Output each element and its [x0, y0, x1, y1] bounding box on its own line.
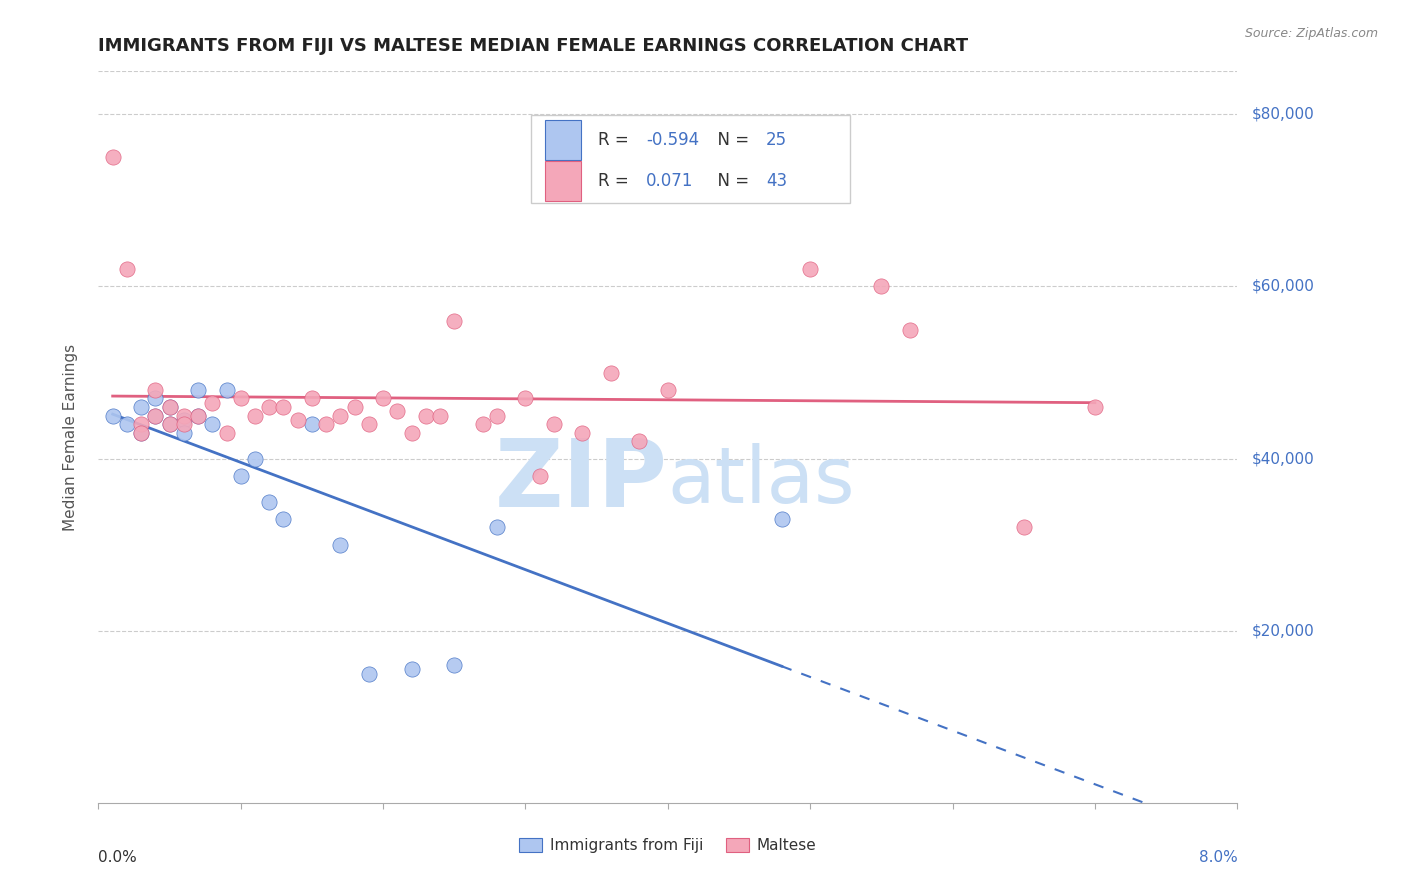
- Point: [129, 400, 152, 414]
- Point: [443, 314, 465, 328]
- Point: [315, 417, 337, 432]
- Point: [770, 512, 793, 526]
- Point: [799, 262, 821, 277]
- Text: ZIP: ZIP: [495, 435, 668, 527]
- Point: [600, 366, 623, 380]
- Point: [173, 425, 195, 440]
- Point: [101, 409, 124, 423]
- Point: [515, 392, 537, 406]
- Text: $40,000: $40,000: [1251, 451, 1315, 467]
- Point: [1012, 520, 1035, 534]
- Text: 25: 25: [766, 131, 787, 149]
- Point: [229, 468, 252, 483]
- Text: 0.071: 0.071: [647, 172, 693, 190]
- Point: [357, 666, 380, 681]
- Point: [357, 417, 380, 432]
- Point: [215, 425, 238, 440]
- Point: [145, 392, 167, 406]
- Text: R =: R =: [599, 172, 640, 190]
- Bar: [546, 161, 581, 202]
- Text: $20,000: $20,000: [1251, 624, 1315, 638]
- Point: [571, 425, 593, 440]
- Point: [187, 409, 209, 423]
- Point: [429, 409, 451, 423]
- Point: [371, 392, 394, 406]
- Point: [329, 409, 352, 423]
- Point: [145, 409, 167, 423]
- Point: [471, 417, 494, 432]
- Point: [343, 400, 366, 414]
- Text: 43: 43: [766, 172, 787, 190]
- Point: [173, 413, 195, 427]
- Text: N =: N =: [707, 172, 754, 190]
- Point: [301, 417, 323, 432]
- Text: 8.0%: 8.0%: [1198, 850, 1237, 865]
- Text: IMMIGRANTS FROM FIJI VS MALTESE MEDIAN FEMALE EARNINGS CORRELATION CHART: IMMIGRANTS FROM FIJI VS MALTESE MEDIAN F…: [98, 37, 969, 54]
- Point: [870, 279, 893, 293]
- Point: [101, 150, 124, 164]
- Point: [259, 400, 281, 414]
- Point: [229, 392, 252, 406]
- Text: -0.594: -0.594: [647, 131, 699, 149]
- Point: [415, 409, 437, 423]
- Text: Source: ZipAtlas.com: Source: ZipAtlas.com: [1244, 27, 1378, 40]
- Point: [201, 395, 224, 409]
- Text: R =: R =: [599, 131, 634, 149]
- Point: [201, 417, 224, 432]
- Text: N =: N =: [707, 131, 754, 149]
- Point: [387, 404, 409, 418]
- Point: [486, 409, 509, 423]
- Point: [1084, 400, 1107, 414]
- Point: [173, 417, 195, 432]
- Point: [273, 400, 295, 414]
- Point: [187, 383, 209, 397]
- Point: [115, 417, 138, 432]
- Point: [145, 383, 167, 397]
- FancyBboxPatch shape: [531, 115, 851, 203]
- Text: $60,000: $60,000: [1251, 279, 1315, 294]
- Text: atlas: atlas: [668, 443, 855, 519]
- Point: [628, 434, 651, 449]
- Point: [301, 392, 323, 406]
- Point: [129, 417, 152, 432]
- Point: [273, 512, 295, 526]
- Point: [657, 383, 679, 397]
- Point: [129, 425, 152, 440]
- Point: [159, 417, 181, 432]
- Point: [329, 538, 352, 552]
- Point: [401, 662, 423, 676]
- Point: [215, 383, 238, 397]
- Point: [173, 409, 195, 423]
- Text: $80,000: $80,000: [1251, 107, 1315, 122]
- Point: [401, 425, 423, 440]
- Point: [187, 409, 209, 423]
- Point: [898, 322, 921, 336]
- Point: [129, 425, 152, 440]
- Point: [529, 468, 551, 483]
- Point: [259, 494, 281, 508]
- Point: [287, 413, 309, 427]
- Point: [159, 417, 181, 432]
- Point: [243, 451, 266, 466]
- Point: [159, 400, 181, 414]
- Bar: [546, 120, 581, 160]
- Point: [243, 409, 266, 423]
- Y-axis label: Median Female Earnings: Median Female Earnings: [63, 343, 77, 531]
- Legend: Immigrants from Fiji, Maltese: Immigrants from Fiji, Maltese: [512, 830, 824, 861]
- Point: [145, 409, 167, 423]
- Point: [486, 520, 509, 534]
- Point: [443, 658, 465, 673]
- Point: [115, 262, 138, 277]
- Point: [543, 417, 565, 432]
- Point: [159, 400, 181, 414]
- Text: 0.0%: 0.0%: [98, 850, 138, 865]
